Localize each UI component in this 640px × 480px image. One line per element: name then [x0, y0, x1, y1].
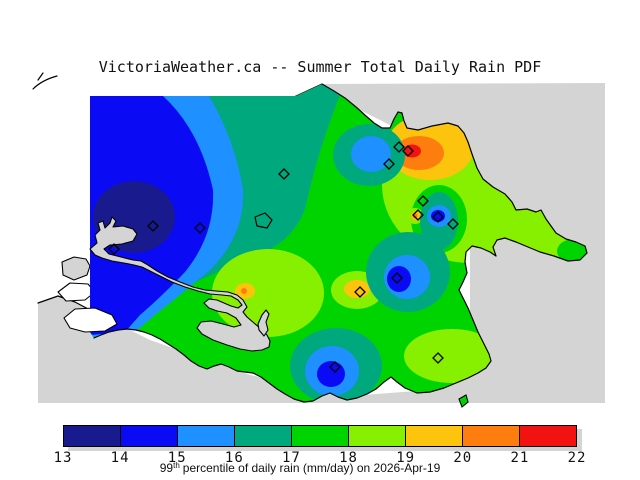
- islet: [458, 394, 469, 408]
- colorbar-segment: [519, 426, 576, 446]
- field-blue-core-southcoast: [317, 361, 345, 387]
- coast-fragment: [32, 75, 58, 90]
- colorbar-tick-labels: 13 14 15 16 17 18 19 20 21 22: [0, 450, 640, 466]
- colorbar-tick-label: 20: [453, 450, 473, 466]
- caption-prefix: 99: [159, 461, 174, 475]
- station-marker: [432, 352, 444, 364]
- station-marker: [391, 272, 403, 284]
- island-coastline: [93, 83, 588, 403]
- colorbar-segment: [120, 426, 177, 446]
- field-amber-central-spot: [344, 280, 370, 298]
- west-inlet-shape: [61, 256, 91, 281]
- station-marker: [402, 145, 414, 157]
- colorbar-segment: [462, 426, 519, 446]
- colorbar-tick-label: 16: [224, 450, 244, 466]
- colorbar-tick-label: 13: [53, 450, 73, 466]
- field-blue-north-spot: [351, 136, 391, 172]
- station-marker: [412, 209, 424, 221]
- harbour-channel: [89, 216, 271, 352]
- colorbar-segment: [348, 426, 405, 446]
- station-marker: [194, 222, 206, 234]
- station-marker: [432, 211, 444, 223]
- stations-group: [108, 141, 459, 373]
- field-blue-core-southcentral: [387, 266, 411, 292]
- station-marker: [393, 141, 405, 153]
- colorbar-segment: [234, 426, 291, 446]
- field-chartreuse-southeast: [404, 329, 500, 383]
- colorbar-tick-label: 15: [167, 450, 187, 466]
- page-title: VictoriaWeather.ca -- Summer Total Daily…: [98, 58, 542, 76]
- field-orange-harbour-dot: [241, 288, 247, 294]
- colorbar-segment: [405, 426, 462, 446]
- lake-outline: [254, 212, 273, 229]
- harbour-arm: [257, 309, 270, 337]
- station-marker: [383, 158, 395, 170]
- coast-fragment-tick: [37, 72, 44, 81]
- colorbar-tick-label: 19: [396, 450, 416, 466]
- colorbar: [63, 425, 577, 447]
- colorbar-tick-label: 21: [510, 450, 530, 466]
- station-marker: [147, 220, 159, 232]
- caption-superscript: th: [173, 461, 180, 470]
- field-red-max-core: [403, 144, 421, 158]
- station-marker: [354, 286, 366, 298]
- colorbar-tick-label: 14: [110, 450, 130, 466]
- colorbar-segment: [177, 426, 234, 446]
- station-marker: [108, 243, 120, 255]
- colorbar-tick-label: 22: [567, 450, 587, 466]
- station-marker: [278, 168, 290, 180]
- colorbar-caption: 99th percentile of daily rain (mm/day) on…: [0, 461, 600, 475]
- colorbar-segment: [291, 426, 348, 446]
- station-marker: [417, 195, 429, 207]
- inlets: [89, 212, 273, 352]
- station-marker: [329, 361, 341, 373]
- colorbar-tick-label: 17: [282, 450, 301, 466]
- colorbar-tick-label: 18: [339, 450, 358, 466]
- colorbar-segment: [64, 426, 120, 446]
- lagoon-shape: [63, 307, 118, 333]
- west-land-shape: [57, 282, 96, 302]
- caption-text: percentile of daily rain (mm/day) on 202…: [182, 461, 441, 475]
- station-marker: [447, 218, 459, 230]
